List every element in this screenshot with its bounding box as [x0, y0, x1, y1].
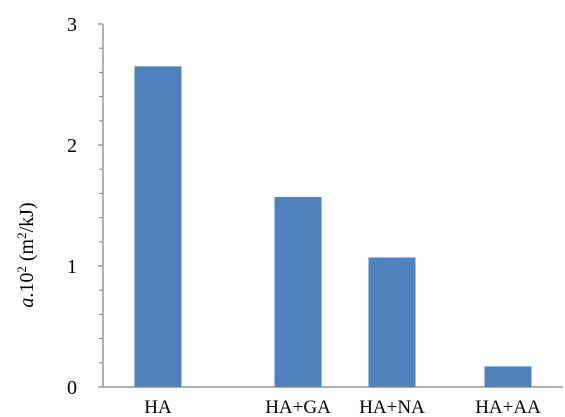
bars: [134, 66, 532, 387]
y-axis-title-main: .10: [16, 273, 38, 298]
y-axis-title-exponent: 2: [14, 266, 29, 273]
x-tick-label: HA+GA: [265, 397, 331, 417]
y-axis-title-unit-close: /kJ): [16, 202, 38, 232]
category-labels: HA HA+GA HA+NA HA+AA: [144, 397, 541, 417]
y-tick-label: 3: [67, 14, 77, 36]
bar: [368, 257, 416, 387]
bar: [484, 366, 532, 387]
bar: [134, 66, 182, 387]
x-tick-label: HA+AA: [475, 397, 541, 417]
y-tick-label: 2: [67, 135, 77, 157]
y-axis-title: a.102 (m2/kJ): [14, 202, 39, 307]
bar: [274, 197, 322, 387]
x-tick-label: HA: [144, 397, 172, 417]
y-axis-title-unit-exponent: 2: [14, 232, 29, 239]
y-tick-label: 1: [67, 256, 77, 278]
x-tick-label: HA+NA: [359, 397, 425, 417]
y-tick-label: 0: [67, 377, 77, 399]
y-axis-title-unit-open: (m: [16, 238, 38, 266]
y-axis: 0 1 2 3: [67, 14, 104, 399]
y-axis-title-symbol: a: [16, 298, 38, 308]
